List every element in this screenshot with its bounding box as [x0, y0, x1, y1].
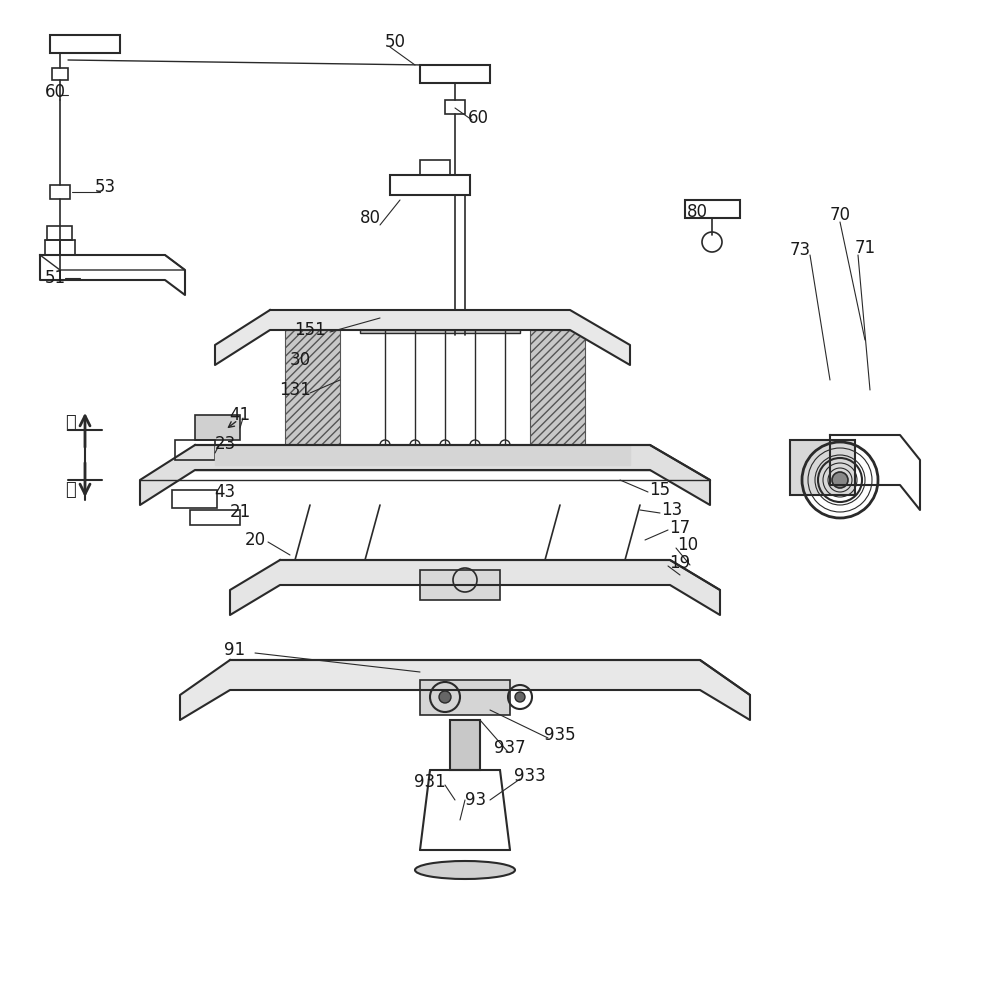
Polygon shape [215, 445, 630, 465]
Text: 10: 10 [677, 536, 699, 554]
Polygon shape [215, 310, 630, 365]
Polygon shape [230, 560, 720, 615]
Text: 23: 23 [215, 435, 235, 453]
Bar [175, 440, 215, 460]
Bar [450, 720, 480, 770]
Bar [50, 35, 120, 53]
Circle shape [515, 692, 525, 702]
Text: 53: 53 [94, 178, 115, 196]
Circle shape [832, 472, 848, 488]
Text: 上: 上 [65, 414, 76, 432]
Polygon shape [180, 660, 750, 720]
Text: 70: 70 [830, 206, 850, 224]
Text: 935: 935 [544, 726, 576, 744]
Text: 60: 60 [44, 83, 66, 101]
Bar [50, 185, 70, 199]
Text: 15: 15 [649, 481, 670, 499]
Ellipse shape [415, 861, 515, 879]
Text: 937: 937 [494, 739, 525, 757]
Bar [420, 160, 450, 175]
Bar [285, 330, 340, 450]
Bar [47, 226, 72, 240]
Polygon shape [140, 445, 710, 505]
Text: 41: 41 [229, 406, 251, 424]
Text: 73: 73 [789, 241, 811, 259]
Text: 151: 151 [294, 321, 326, 339]
Bar [420, 680, 510, 715]
Text: 60: 60 [467, 109, 488, 127]
Text: 17: 17 [669, 519, 691, 537]
Bar [445, 100, 465, 114]
Text: 91: 91 [224, 641, 246, 659]
Circle shape [439, 691, 451, 703]
Text: 下: 下 [65, 481, 76, 499]
Bar [195, 415, 240, 440]
Bar [360, 315, 520, 333]
Bar [390, 175, 470, 195]
Text: 80: 80 [359, 209, 381, 227]
Text: 20: 20 [244, 531, 266, 549]
Bar [190, 510, 240, 525]
Bar [172, 490, 217, 508]
Text: 50: 50 [385, 33, 405, 51]
Text: 931: 931 [414, 773, 446, 791]
Bar [530, 330, 585, 450]
Text: 19: 19 [669, 554, 691, 572]
Bar [52, 68, 68, 80]
Text: 80: 80 [687, 203, 707, 221]
Text: 30: 30 [289, 351, 311, 369]
Text: 93: 93 [465, 791, 486, 809]
Bar [790, 440, 855, 495]
Text: 71: 71 [854, 239, 876, 257]
Bar [420, 570, 500, 600]
Text: 13: 13 [661, 501, 683, 519]
Text: 933: 933 [514, 767, 546, 785]
Bar [685, 200, 740, 218]
Text: 131: 131 [279, 381, 311, 399]
Text: 43: 43 [215, 483, 235, 501]
Text: 51: 51 [44, 269, 66, 287]
Bar [420, 65, 490, 83]
Text: 21: 21 [229, 503, 251, 521]
